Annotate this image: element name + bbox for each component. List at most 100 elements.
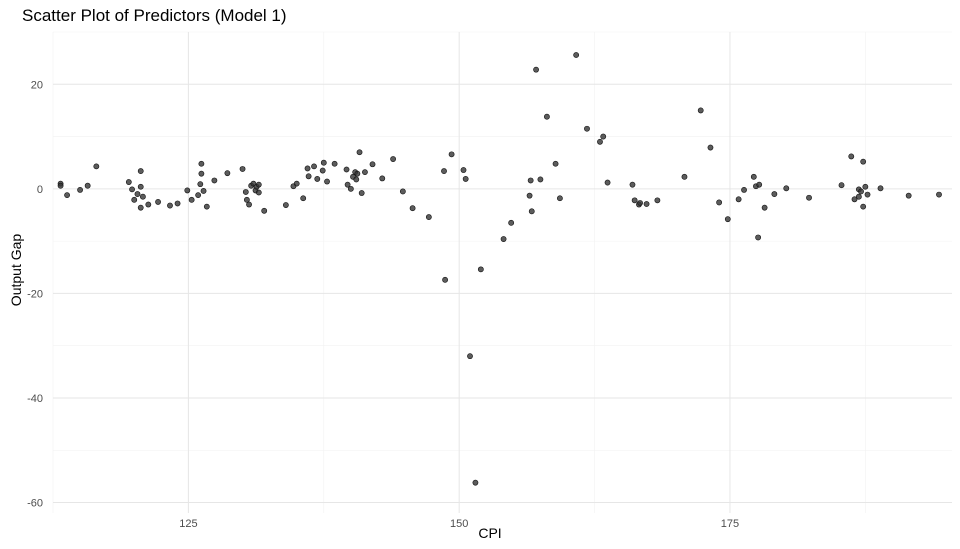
x-axis-label: CPI bbox=[478, 525, 502, 541]
data-point bbox=[716, 199, 723, 206]
data-point bbox=[467, 353, 473, 360]
data-point bbox=[242, 189, 249, 195]
data-point bbox=[282, 202, 289, 208]
data-point bbox=[64, 192, 70, 199]
x-tick-label: 150 bbox=[450, 518, 468, 530]
data-point bbox=[390, 156, 397, 162]
data-point bbox=[198, 170, 205, 177]
data-point bbox=[197, 181, 204, 188]
data-point bbox=[654, 197, 661, 204]
data-point bbox=[697, 107, 704, 114]
data-point bbox=[129, 186, 135, 193]
data-point bbox=[353, 176, 360, 183]
data-point bbox=[448, 151, 455, 158]
data-point bbox=[477, 266, 484, 273]
data-point bbox=[356, 149, 363, 156]
data-point bbox=[224, 170, 231, 177]
data-point bbox=[319, 167, 326, 174]
data-point bbox=[537, 176, 544, 183]
data-point bbox=[755, 234, 762, 241]
data-point bbox=[314, 176, 321, 182]
data-point bbox=[344, 181, 351, 188]
data-point bbox=[379, 175, 386, 182]
data-point bbox=[188, 196, 195, 203]
data-point bbox=[681, 173, 688, 180]
y-axis-label: Output Gap bbox=[8, 233, 24, 307]
data-point bbox=[369, 161, 376, 168]
data-point bbox=[783, 185, 790, 192]
data-point bbox=[347, 185, 354, 192]
data-point bbox=[460, 167, 467, 173]
data-point bbox=[311, 163, 317, 170]
data-point bbox=[139, 193, 146, 200]
data-point bbox=[544, 113, 550, 120]
data-point bbox=[771, 191, 778, 197]
data-point bbox=[860, 203, 867, 210]
data-point bbox=[137, 183, 144, 190]
data-point bbox=[528, 208, 535, 215]
data-point bbox=[195, 192, 202, 199]
data-point bbox=[806, 194, 812, 201]
data-point bbox=[174, 200, 181, 207]
data-point bbox=[597, 138, 603, 145]
data-point bbox=[300, 195, 307, 202]
data-point bbox=[255, 189, 262, 196]
data-point bbox=[293, 180, 300, 187]
data-point bbox=[305, 173, 312, 180]
data-point bbox=[343, 166, 350, 173]
y-tick-label: -20 bbox=[27, 288, 43, 300]
data-point bbox=[552, 160, 559, 167]
data-point bbox=[255, 181, 262, 188]
data-point bbox=[864, 191, 871, 198]
data-point bbox=[573, 52, 580, 58]
data-point bbox=[57, 182, 64, 189]
data-point bbox=[838, 182, 845, 189]
data-point bbox=[724, 216, 731, 223]
data-point bbox=[862, 183, 869, 190]
data-point bbox=[203, 203, 210, 210]
data-point bbox=[261, 207, 268, 214]
data-point bbox=[848, 153, 855, 160]
data-point bbox=[707, 144, 714, 151]
data-point bbox=[741, 186, 747, 193]
data-point bbox=[858, 188, 864, 195]
data-point bbox=[905, 192, 912, 199]
data-point bbox=[735, 196, 742, 203]
data-point bbox=[137, 204, 144, 211]
data-point bbox=[643, 201, 650, 207]
data-point bbox=[243, 196, 250, 203]
data-point bbox=[761, 204, 768, 211]
data-point bbox=[441, 168, 447, 174]
data-point bbox=[584, 125, 590, 132]
data-point bbox=[184, 187, 191, 194]
data-point bbox=[77, 186, 83, 193]
data-point bbox=[557, 195, 563, 202]
data-point bbox=[239, 166, 246, 172]
data-point bbox=[472, 479, 479, 486]
data-point bbox=[399, 188, 406, 195]
data-point bbox=[134, 191, 141, 197]
data-point bbox=[629, 181, 636, 188]
data-point bbox=[198, 160, 205, 167]
data-point bbox=[320, 159, 327, 166]
data-point bbox=[500, 236, 507, 242]
data-point bbox=[631, 197, 638, 204]
data-point bbox=[211, 177, 218, 184]
data-point bbox=[145, 201, 152, 208]
data-point bbox=[93, 163, 100, 170]
y-tick-label: 0 bbox=[37, 184, 43, 196]
data-point bbox=[604, 179, 611, 186]
data-point bbox=[600, 133, 607, 140]
data-point bbox=[750, 173, 757, 180]
x-tick-label: 125 bbox=[179, 518, 197, 530]
y-tick-label: 20 bbox=[31, 79, 43, 91]
data-point bbox=[200, 188, 207, 194]
data-point bbox=[855, 193, 862, 200]
data-point bbox=[860, 158, 867, 165]
data-point bbox=[167, 202, 173, 209]
data-point bbox=[137, 168, 144, 174]
y-tick-label: -40 bbox=[27, 393, 43, 405]
data-point bbox=[508, 219, 515, 226]
data-point bbox=[637, 200, 643, 206]
